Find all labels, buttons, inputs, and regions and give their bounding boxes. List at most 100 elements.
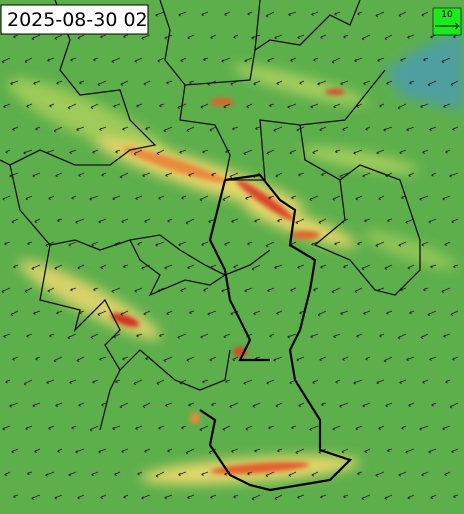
wind-arrow: [377, 57, 385, 62]
wind-arrow: [33, 80, 41, 85]
wind-arrow: [399, 149, 407, 155]
wind-arrow: [47, 57, 55, 62]
wind-arrow: [244, 287, 253, 293]
wind-arrow: [163, 356, 173, 362]
wind-arrow: [199, 195, 209, 202]
wind-arrow: [185, 448, 195, 455]
wind-arrow: [202, 379, 209, 384]
wind-arrow: [4, 471, 11, 477]
wind-arrow: [386, 80, 393, 85]
wind-arrow: [68, 241, 77, 247]
wind-arrow: [224, 11, 231, 16]
wind-arrow: [178, 241, 187, 247]
wind-arrow: [297, 494, 305, 499]
wind-arrow: [397, 333, 407, 340]
wind-arrow: [312, 149, 319, 155]
wind-arrow: [155, 241, 165, 247]
wind-arrow: [93, 57, 99, 62]
wind-arrow: [181, 195, 187, 200]
wind-arrow: [295, 218, 305, 225]
wind-arrow: [311, 11, 319, 16]
wind-arrow: [334, 241, 341, 246]
wind-arrow: [27, 471, 33, 476]
wind-arrow: [362, 402, 371, 408]
wind-arrow: [24, 57, 33, 63]
wind-arrow: [376, 149, 385, 155]
wind-arrow: [319, 356, 327, 362]
wind-arrow: [407, 264, 415, 270]
wind-arrow: [45, 471, 55, 477]
wind-arrow: [222, 195, 231, 201]
wind-arrow: [408, 402, 415, 407]
wind-arrow: [55, 172, 63, 178]
wind-arrow: [275, 402, 283, 408]
wind-arrow: [298, 172, 305, 177]
wind-arrow: [386, 310, 393, 315]
wind-arrow: [32, 172, 41, 178]
wind-arrow: [379, 333, 385, 338]
wind-arrow: [70, 57, 77, 62]
wind-arrow: [159, 103, 165, 108]
wind-arrow: [407, 34, 415, 39]
wind-arrow: [57, 218, 63, 223]
wind-arrow: [231, 448, 239, 453]
wind-arrow: [431, 172, 437, 177]
wind-arrow: [178, 471, 187, 477]
wind-arrow: [233, 34, 239, 39]
wind-arrow: [200, 333, 209, 339]
wind-arrow: [54, 264, 63, 270]
wind-arrow: [453, 494, 459, 499]
wind-arrow: [49, 333, 55, 338]
wind-arrow: [311, 471, 319, 477]
wind-arrow: [211, 402, 217, 407]
wind-arrow: [123, 34, 129, 39]
wind-arrow: [97, 310, 107, 316]
wind-arrow: [339, 172, 349, 178]
wind-arrow: [11, 218, 19, 224]
wind-arrow: [443, 333, 451, 338]
wind-arrow: [158, 425, 165, 430]
wind-arrow: [99, 126, 107, 131]
wind-arrow: [54, 34, 63, 40]
wind-arrow: [247, 11, 253, 16]
wind-arrow: [13, 34, 19, 39]
wind-arrow: [71, 195, 77, 200]
wind-arrow: [177, 103, 187, 109]
wind-arrow: [431, 402, 437, 407]
wind-arrow: [375, 11, 385, 18]
wind-arrow: [47, 287, 55, 293]
wind-arrow: [405, 448, 415, 454]
wind-arrow: [309, 195, 319, 201]
wind-arrow: [92, 149, 99, 154]
legend-arrow: [435, 22, 460, 30]
wind-arrow: [427, 310, 437, 317]
wind-arrow: [180, 287, 187, 292]
wind-arrow: [362, 172, 371, 178]
wind-arrow: [244, 57, 253, 63]
wind-arrow: [442, 195, 451, 201]
wind-arrow: [287, 333, 297, 339]
wind-arrow: [166, 80, 173, 85]
wind-arrow: [232, 356, 239, 362]
wind-arrow: [321, 402, 327, 407]
wind-arrow: [121, 448, 129, 454]
wind-arrow: [229, 402, 239, 408]
wind-arrow: [9, 172, 19, 178]
wind-arrow: [200, 103, 209, 109]
wind-arrow: [357, 471, 363, 476]
wind-arrow: [141, 34, 151, 40]
wind-arrow: [273, 126, 283, 132]
wind-arrow: [450, 80, 459, 86]
wind-arrow: [267, 57, 275, 63]
wind-arrow: [357, 241, 363, 246]
wind-arrow: [429, 356, 437, 361]
wind-arrow: [299, 80, 305, 85]
wind-arrow: [451, 218, 459, 224]
wind-arrow: [243, 379, 253, 385]
wind-arrow: [333, 333, 341, 339]
wind-arrow: [158, 195, 165, 200]
wind-arrow: [419, 425, 429, 431]
wind-arrow: [269, 333, 275, 338]
wind-arrow: [142, 402, 151, 408]
wind-arrow: [112, 195, 121, 201]
